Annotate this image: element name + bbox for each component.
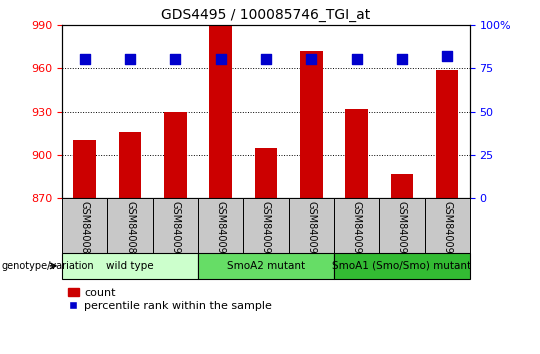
Text: GSM840094: GSM840094: [352, 201, 362, 260]
Text: SmoA2 mutant: SmoA2 mutant: [227, 261, 305, 271]
Point: [443, 53, 451, 59]
Bar: [73, 141, 96, 198]
Point: [352, 57, 361, 62]
Point: [126, 57, 134, 62]
Bar: [62, 253, 198, 279]
Bar: [62, 198, 107, 253]
Bar: [390, 174, 413, 198]
Bar: [288, 198, 334, 253]
Text: GSM840088: GSM840088: [80, 201, 90, 260]
Bar: [379, 198, 424, 253]
Text: GSM840095: GSM840095: [397, 201, 407, 260]
Point: [171, 57, 180, 62]
Text: genotype/variation: genotype/variation: [1, 261, 94, 271]
Point: [80, 57, 89, 62]
Text: GSM840089: GSM840089: [125, 201, 135, 260]
Bar: [244, 198, 288, 253]
Text: wild type: wild type: [106, 261, 154, 271]
Point: [397, 57, 406, 62]
Text: SmoA1 (Smo/Smo) mutant: SmoA1 (Smo/Smo) mutant: [332, 261, 471, 271]
Text: GSM840096: GSM840096: [442, 201, 452, 260]
Title: GDS4495 / 100085746_TGI_at: GDS4495 / 100085746_TGI_at: [161, 8, 370, 22]
Bar: [153, 198, 198, 253]
Bar: [107, 198, 153, 253]
Bar: [300, 51, 322, 198]
Text: GSM840091: GSM840091: [215, 201, 226, 260]
Bar: [255, 148, 277, 198]
Bar: [334, 198, 379, 253]
Point: [307, 57, 315, 62]
Bar: [198, 253, 334, 279]
Bar: [436, 70, 458, 198]
Bar: [198, 198, 244, 253]
Bar: [119, 132, 141, 198]
Text: GSM840090: GSM840090: [170, 201, 180, 260]
Point: [261, 57, 270, 62]
Bar: [210, 26, 232, 198]
Legend: count, percentile rank within the sample: count, percentile rank within the sample: [68, 288, 272, 311]
Text: GSM840093: GSM840093: [306, 201, 316, 260]
Text: GSM840092: GSM840092: [261, 201, 271, 260]
Bar: [424, 198, 470, 253]
Bar: [345, 109, 368, 198]
Bar: [164, 112, 187, 198]
Bar: [334, 253, 470, 279]
Point: [217, 57, 225, 62]
